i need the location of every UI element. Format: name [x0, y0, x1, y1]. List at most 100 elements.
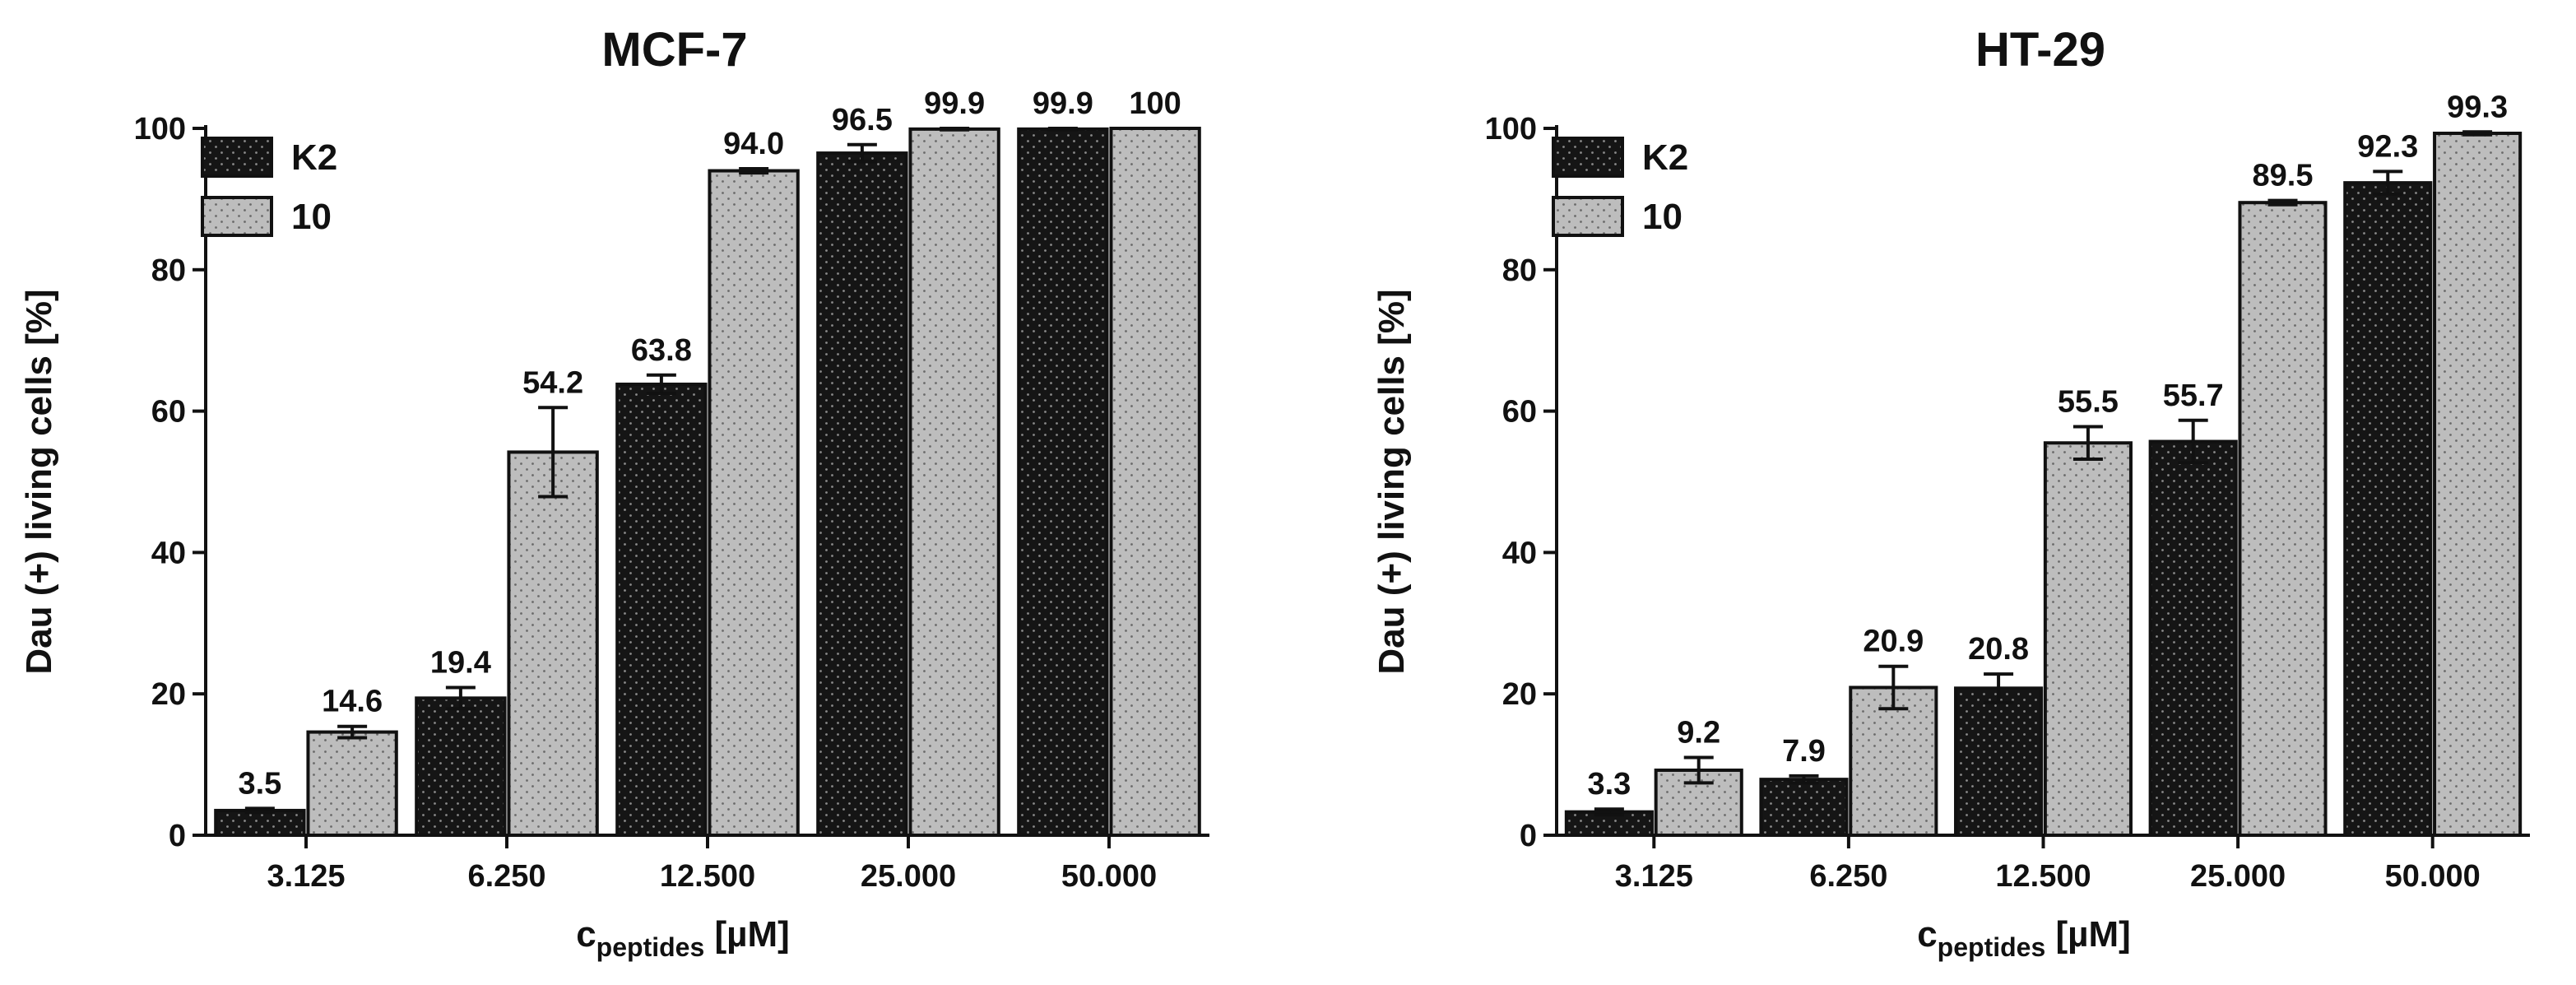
y-tick-label: 60 [151, 395, 186, 430]
x-tick-label: 6.250 [1809, 859, 1887, 894]
y-tick-label: 80 [1502, 253, 1537, 288]
data-label: 20.9 [1863, 625, 1924, 659]
y-tick-label: 80 [151, 253, 186, 288]
data-label: 63.8 [631, 333, 692, 368]
error-bar [538, 406, 569, 499]
x-tick-label: 50.000 [1061, 859, 1157, 894]
error-bar [646, 373, 676, 396]
data-label: 99.9 [1033, 86, 1093, 121]
bar-10-25.000 [908, 127, 1000, 837]
x-axis-label-unit: [µM] [704, 914, 790, 955]
bar-10-12.500 [708, 169, 800, 838]
data-label: 55.5 [2058, 384, 2119, 419]
x-tick-label: 25.000 [861, 859, 956, 894]
chart-title: HT-29 [1975, 23, 2105, 77]
error-bar [1594, 807, 1624, 817]
data-label: 3.3 [1587, 767, 1631, 801]
y-tick-label: 20 [1502, 677, 1537, 712]
error-bar [2178, 418, 2208, 465]
data-label: 3.5 [238, 766, 281, 801]
data-label: 94.0 [723, 127, 784, 161]
chart-panel-ht-29: HT-29 0 20 40 60 80 100 Dau (+) living cells [%… [1372, 23, 2530, 962]
chart-title: MCF-7 [601, 23, 747, 77]
data-label: 54.2 [522, 365, 583, 400]
x-axis-label-subscript: peptides [1938, 932, 2046, 962]
error-bar [1047, 127, 1078, 132]
data-label: 89.5 [2253, 159, 2314, 193]
legend-label: 10 [291, 197, 332, 237]
x-axis-label: cpeptides [µM] [1917, 914, 2131, 962]
y-axis-label: Dau (+) living cells [%] [19, 289, 59, 674]
bar-10-3.125 [306, 730, 398, 837]
chart-panel-mcf-7: MCF-7 0 20 40 60 80 100 Dau (+) living cells [%… [19, 23, 1209, 962]
x-axis-label-main: c [576, 914, 596, 955]
error-bar [2462, 130, 2493, 137]
bar-10-50.000 [2433, 132, 2523, 837]
x-axis-label-main: c [1917, 914, 1937, 955]
y-tick-label: 20 [151, 677, 186, 712]
x-tick-label: 3.125 [267, 859, 345, 894]
bar-k2-25.000 [2148, 439, 2238, 837]
bar-k2-50.000 [2343, 181, 2433, 837]
data-label: 96.5 [832, 103, 893, 137]
data-label: 100 [1129, 86, 1181, 121]
error-bar [940, 127, 970, 132]
legend-label: K2 [291, 137, 337, 178]
x-tick-label: 25.000 [2190, 859, 2286, 894]
data-label: 99.9 [924, 86, 985, 121]
bar-k2-6.250 [1759, 778, 1849, 837]
x-tick-label: 6.250 [467, 859, 545, 894]
legend-label: K2 [1642, 137, 1688, 178]
x-tick-label: 12.500 [1995, 859, 2091, 894]
error-bar [1984, 672, 2014, 704]
x-tick-label: 12.500 [660, 859, 755, 894]
bar-10-12.500 [2043, 441, 2133, 837]
bar-10-6.250 [1849, 685, 1938, 837]
y-tick-label: 40 [1502, 536, 1537, 570]
y-tick-label: 100 [1485, 112, 1537, 146]
legend-swatch-k2 [201, 137, 273, 178]
x-axis-label-subscript: peptides [596, 932, 705, 962]
y-tick-label: 60 [1502, 395, 1537, 430]
data-label: 99.3 [2447, 90, 2508, 124]
data-label: 14.6 [322, 685, 383, 719]
bar-k2-12.500 [615, 382, 708, 837]
data-label: 19.4 [430, 645, 491, 680]
bar-k2-50.000 [1017, 127, 1109, 837]
data-label: 20.8 [1968, 632, 2029, 667]
legend-swatch-10 [1552, 196, 1624, 237]
bar-k2-25.000 [816, 151, 908, 837]
legend-swatch-k2 [1552, 137, 1624, 178]
data-label: 55.7 [2163, 379, 2224, 413]
bar-10-25.000 [2238, 201, 2328, 837]
x-tick-label: 3.125 [1615, 859, 1693, 894]
bar-k2-12.500 [1954, 686, 2044, 837]
error-bar [337, 724, 368, 740]
error-bar [244, 806, 275, 815]
error-bar [739, 166, 769, 175]
data-label: 7.9 [1782, 734, 1826, 769]
bar-10-50.000 [1109, 127, 1201, 837]
y-tick-label: 0 [1520, 819, 1537, 853]
error-bar [1789, 774, 1819, 785]
x-tick-label: 50.000 [2385, 859, 2481, 894]
y-axis-label: Dau (+) living cells [%] [1372, 289, 1412, 674]
y-tick-label: 40 [151, 536, 186, 570]
y-tick-label: 100 [134, 112, 186, 146]
data-label: 92.3 [2357, 129, 2418, 164]
error-bar [1683, 755, 1714, 785]
x-axis-label-unit: [µM] [2045, 914, 2131, 955]
x-axis-label: cpeptides [µM] [576, 914, 790, 962]
data-label: 9.2 [1677, 716, 1720, 750]
legend-swatch-10 [201, 196, 273, 237]
bar-10-6.250 [507, 450, 599, 837]
error-bar [847, 142, 877, 164]
y-tick-label: 0 [169, 819, 186, 853]
error-bar [2072, 425, 2103, 462]
error-bar [1878, 664, 1909, 711]
legend-label: 10 [1642, 197, 1683, 237]
error-bar [445, 685, 476, 711]
